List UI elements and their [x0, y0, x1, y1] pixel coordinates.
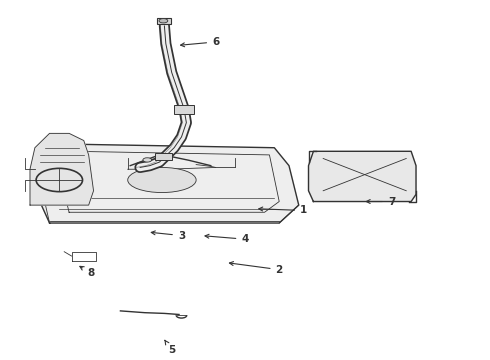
- Polygon shape: [40, 144, 299, 223]
- Ellipse shape: [159, 19, 168, 23]
- Text: 4: 4: [205, 234, 249, 244]
- Text: 8: 8: [80, 266, 95, 278]
- Text: 3: 3: [151, 231, 185, 240]
- Polygon shape: [309, 151, 416, 202]
- Text: 2: 2: [229, 262, 283, 275]
- Text: 7: 7: [367, 197, 395, 207]
- FancyBboxPatch shape: [174, 105, 194, 114]
- Polygon shape: [30, 134, 94, 205]
- Text: 6: 6: [181, 37, 220, 47]
- Text: 1: 1: [259, 206, 307, 216]
- FancyBboxPatch shape: [155, 153, 172, 160]
- Text: 5: 5: [165, 340, 175, 355]
- Ellipse shape: [143, 158, 152, 162]
- Ellipse shape: [128, 167, 196, 193]
- FancyBboxPatch shape: [157, 18, 171, 24]
